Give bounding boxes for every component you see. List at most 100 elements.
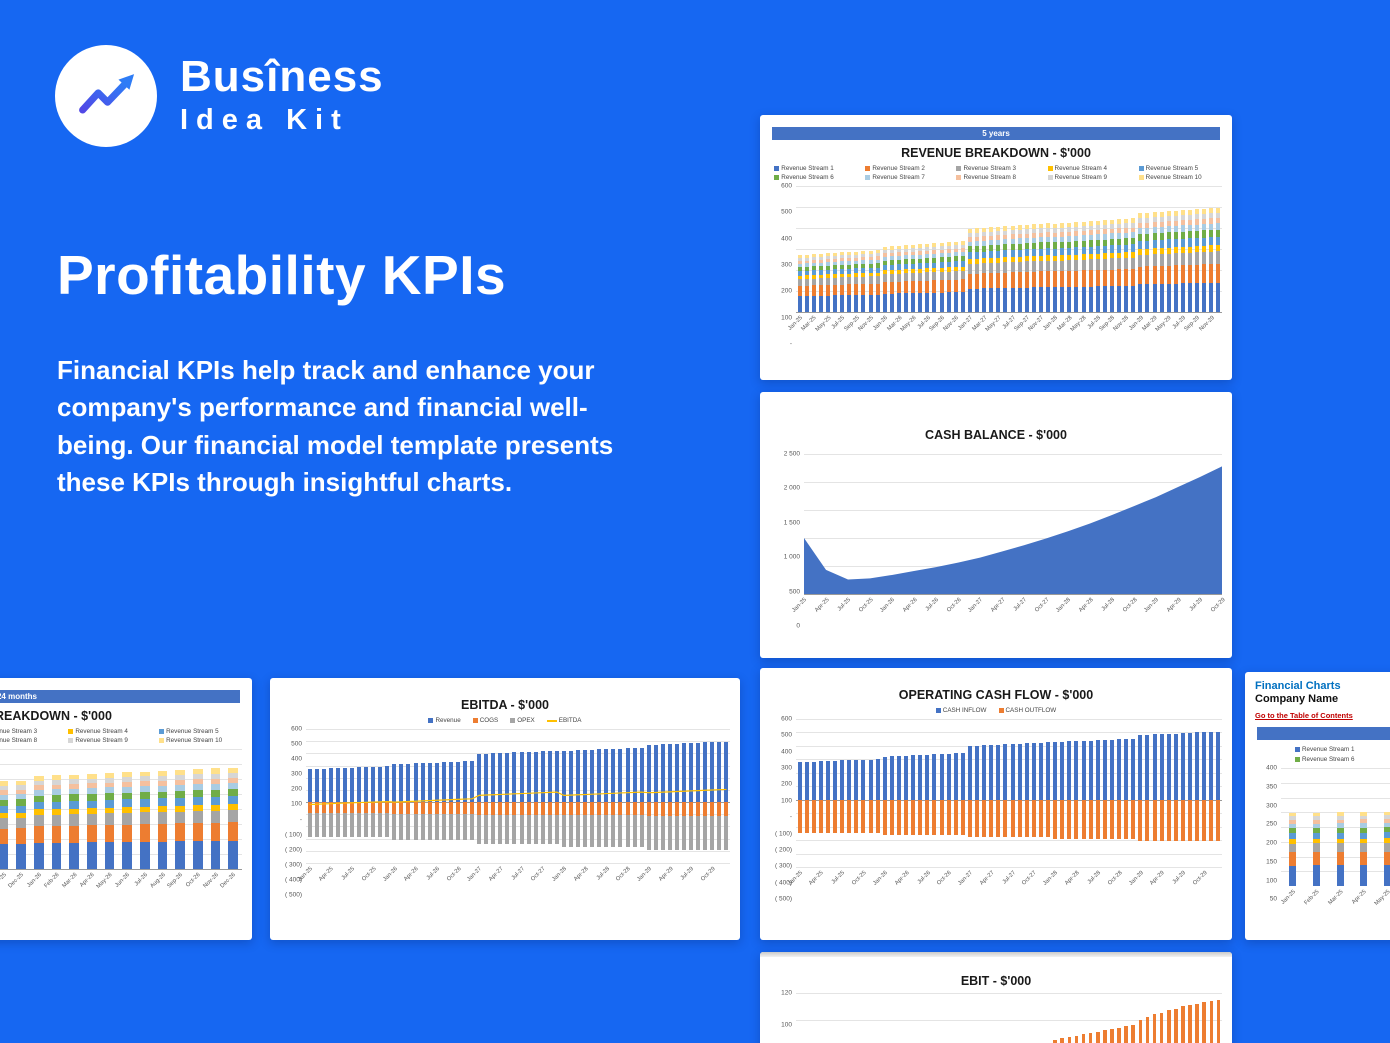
negative-bar	[1216, 799, 1221, 841]
negative-bar	[939, 799, 944, 835]
bar-segment	[1152, 240, 1157, 249]
bar-segment	[925, 272, 930, 281]
bar-segment	[1102, 229, 1107, 235]
bar-segment	[33, 802, 44, 810]
bar-segment	[889, 260, 894, 265]
bar-segment	[1180, 252, 1185, 266]
bar-segment	[1031, 287, 1036, 312]
bar-segment	[861, 263, 866, 269]
bar-segment	[157, 791, 168, 799]
x-tick-label: Jan-26	[879, 597, 897, 614]
negative-bar	[399, 802, 404, 814]
positive-bar	[498, 753, 503, 803]
negative-bar	[434, 802, 439, 814]
bar-segment	[1102, 239, 1107, 246]
legend-item: Revenue Stream 2	[865, 165, 944, 172]
bar-segment	[804, 285, 809, 297]
negative-bar	[1188, 799, 1193, 841]
bar-segment	[1067, 260, 1072, 271]
chart: 600 500 400 300 200 100- Jan-25 Mar-25 May-25 Ju…	[770, 183, 1222, 348]
positive-bar	[925, 754, 930, 800]
bar-segment	[1109, 245, 1114, 253]
bar-segment	[996, 262, 1001, 273]
bar-segment	[911, 293, 916, 312]
bar-segment	[847, 264, 852, 269]
bar-segment	[840, 277, 845, 285]
bar-segment	[139, 791, 150, 799]
positive-bar	[569, 750, 573, 803]
bar-segment	[210, 778, 221, 784]
bar-segment	[1003, 230, 1008, 235]
negative-bar	[307, 813, 312, 838]
y-tick-label: ( 500)	[775, 895, 792, 903]
stacked-bar	[904, 245, 909, 312]
stacked-bar	[1102, 220, 1107, 312]
bar-segment	[804, 254, 809, 258]
bar-segment	[804, 275, 809, 279]
bar-segment	[1202, 213, 1207, 220]
negative-bar	[321, 813, 326, 838]
bar-segment	[69, 794, 80, 801]
bar-segment	[833, 284, 838, 296]
bar-segment	[1067, 241, 1072, 248]
stacked-bar	[967, 229, 972, 312]
chart-title: CASH BALANCE - $'000	[925, 428, 1067, 442]
negative-bar	[1081, 799, 1086, 840]
grid-line	[1281, 856, 1390, 858]
table-of-contents-link[interactable]: Go to the Table of Contents	[1255, 711, 1353, 720]
x-tick-label: Oct-27	[1021, 870, 1039, 887]
positive-bar	[597, 749, 602, 803]
legend-item: Revenue Stream 5	[1138, 165, 1218, 172]
positive-bar	[982, 745, 987, 800]
bar-segment	[228, 767, 239, 773]
bar-segment	[122, 799, 133, 808]
bar-segment	[1159, 221, 1164, 227]
bar-segment	[1088, 240, 1093, 247]
x-tick-label: Oct-29	[1209, 597, 1227, 614]
bar-segment	[1024, 237, 1029, 244]
bar-segment	[840, 264, 845, 270]
legend-label: Revenue Stream 7	[872, 174, 925, 181]
bar-segment	[911, 273, 916, 282]
positive-bar	[399, 764, 404, 803]
legend-swatch	[1138, 175, 1144, 180]
bar-segment	[1060, 227, 1065, 233]
bar-segment	[1152, 266, 1157, 285]
stacked-bar	[192, 769, 203, 869]
negative-bar	[498, 802, 503, 815]
bar-segment	[33, 842, 44, 869]
bar-segment	[1383, 819, 1390, 823]
bar-segment	[1095, 259, 1100, 270]
negative-bar	[455, 802, 460, 814]
bar-segment	[1074, 254, 1079, 260]
y-tick-label: 500	[789, 588, 800, 596]
bar-segment	[1145, 240, 1150, 249]
bar-segment	[1289, 865, 1297, 886]
bar-segment	[975, 273, 980, 289]
bar-segment	[1188, 246, 1193, 253]
negative-bar	[406, 813, 411, 840]
positive-bar	[847, 760, 852, 800]
stacked-bar	[939, 242, 944, 312]
negative-bar	[797, 799, 802, 834]
legend-swatch	[956, 175, 962, 180]
bar-segment	[1053, 287, 1058, 312]
bar-segment	[1173, 215, 1178, 221]
bar-segment	[882, 282, 887, 294]
bar-segment	[1209, 213, 1214, 219]
bar-segment	[868, 276, 873, 284]
x-tick-label: Jul-28	[1086, 870, 1102, 886]
legend-swatch	[1138, 166, 1144, 171]
grid-line	[306, 814, 730, 816]
positive-bar	[1180, 733, 1185, 800]
x-tick-label: Apr-28	[1064, 870, 1081, 887]
bar-segment	[1088, 230, 1093, 235]
bar-segment	[889, 246, 894, 250]
bar-segment	[904, 273, 909, 282]
bar-segment	[918, 258, 923, 264]
bar-segment	[967, 241, 972, 247]
grid-line	[1281, 841, 1390, 843]
negative-bar	[1209, 799, 1214, 841]
y-tick-label: 500	[781, 731, 792, 739]
